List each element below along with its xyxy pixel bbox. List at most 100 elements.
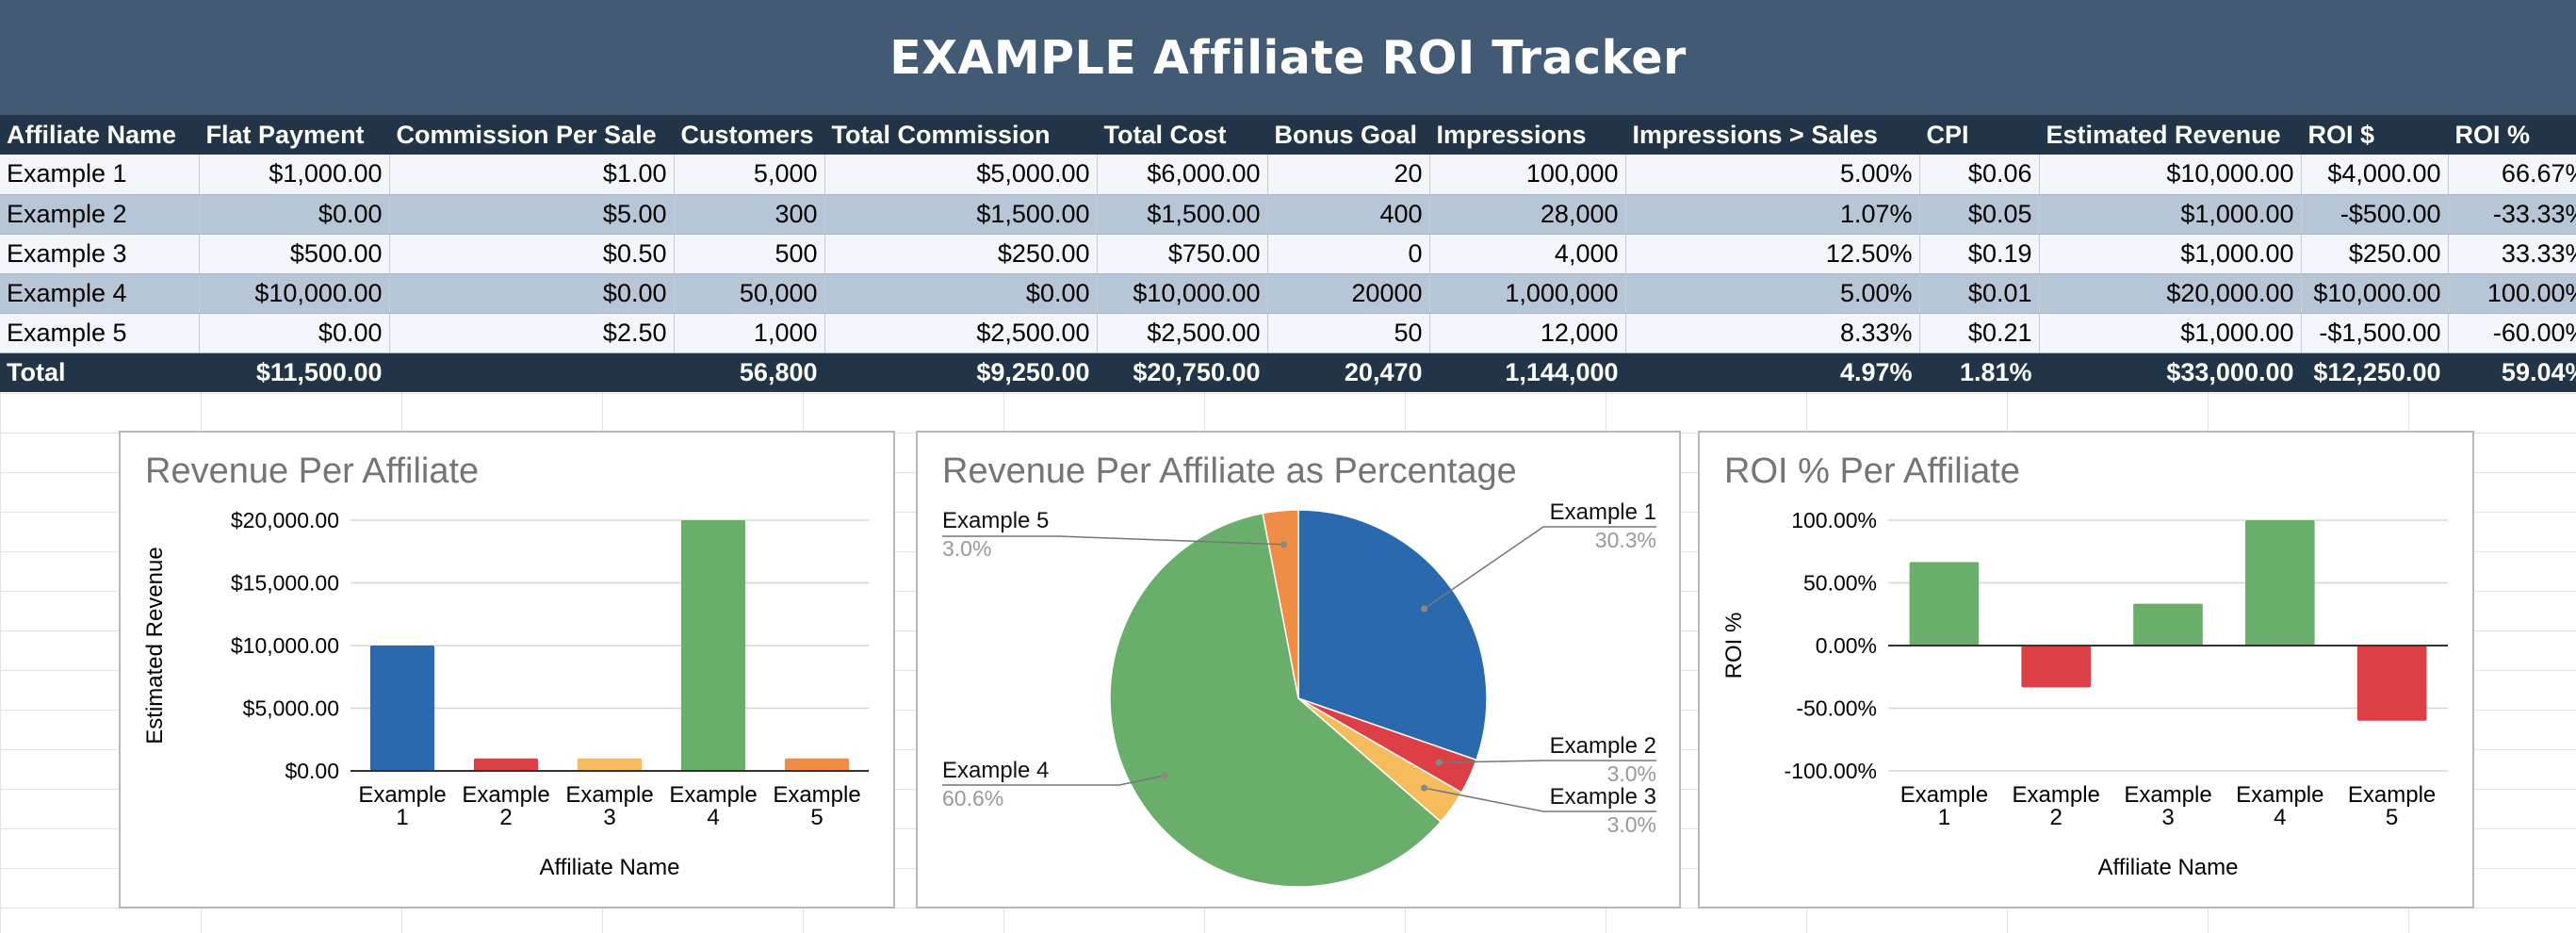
- cell-estimated-revenue[interactable]: $1,000.00: [2039, 194, 2302, 235]
- cell-commission-per-sale[interactable]: $0.50: [389, 234, 675, 274]
- cell-impressions[interactable]: 1,000,000: [1429, 273, 1626, 314]
- cell-estimated-revenue[interactable]: $1,000.00: [2039, 313, 2302, 353]
- total-cell-bonus-goal[interactable]: 20,470: [1267, 352, 1430, 392]
- col-header-flat-payment[interactable]: Flat Payment: [199, 115, 390, 155]
- cell-total-cost[interactable]: $2,500.00: [1097, 313, 1268, 353]
- cell-cpi[interactable]: $0.01: [1919, 273, 2040, 314]
- cell-impressions[interactable]: 100,000: [1429, 155, 1626, 195]
- total-cell-total-commission[interactable]: $9,250.00: [824, 352, 1098, 392]
- cell-roi-dollar[interactable]: -$1,500.00: [2301, 313, 2449, 353]
- cell-impressions[interactable]: 28,000: [1429, 194, 1626, 235]
- x-tick-label: Example 2: [462, 782, 549, 830]
- cell-roi-percent[interactable]: 66.67%: [2448, 155, 2576, 195]
- col-header-customers[interactable]: Customers: [674, 115, 825, 155]
- table-row: Example 4 $10,000.00 $0.00 50,000 $0.00 $10,0…: [0, 273, 2576, 314]
- cell-cpi[interactable]: $0.21: [1919, 313, 2040, 353]
- cell-flat-payment[interactable]: $500.00: [199, 234, 390, 274]
- col-header-affiliate-name[interactable]: Affiliate Name: [0, 115, 200, 155]
- y-tick-label: $5,000.00: [243, 696, 339, 721]
- cell-bonus-goal[interactable]: 20000: [1267, 273, 1430, 314]
- cell-total-commission[interactable]: $2,500.00: [824, 313, 1098, 353]
- col-header-roi-dollar[interactable]: ROI $: [2301, 115, 2449, 155]
- cell-total-commission[interactable]: $0.00: [824, 273, 1098, 314]
- cell-impressions[interactable]: 12,000: [1429, 313, 1626, 353]
- total-cell-customers[interactable]: 56,800: [674, 352, 825, 392]
- cell-impressions-sales[interactable]: 1.07%: [1625, 194, 1920, 235]
- cell-total-cost[interactable]: $750.00: [1097, 234, 1268, 274]
- cell-bonus-goal[interactable]: 20: [1267, 155, 1430, 195]
- total-cell-impressions[interactable]: 1,144,000: [1429, 352, 1626, 392]
- total-cell-roi-percent[interactable]: 59.04%: [2448, 352, 2576, 392]
- cell-total-commission[interactable]: $250.00: [824, 234, 1098, 274]
- col-header-estimated-revenue[interactable]: Estimated Revenue: [2039, 115, 2302, 155]
- cell-total-cost[interactable]: $1,500.00: [1097, 194, 1268, 235]
- cell-roi-dollar[interactable]: -$500.00: [2301, 194, 2449, 235]
- total-cell-total-cost[interactable]: $20,750.00: [1097, 352, 1268, 392]
- cell-total-cost[interactable]: $10,000.00: [1097, 273, 1268, 314]
- revenue-bar-chart[interactable]: Revenue Per Affiliate $0.00 $5,000.00 $10,…: [119, 431, 895, 908]
- cell-total-cost[interactable]: $6,000.00: [1097, 155, 1268, 195]
- cell-impressions-sales[interactable]: 12.50%: [1625, 234, 1920, 274]
- col-header-bonus-goal[interactable]: Bonus Goal: [1267, 115, 1430, 155]
- cell-cpi[interactable]: $0.06: [1919, 155, 2040, 195]
- cell-roi-percent[interactable]: 100.00%: [2448, 273, 2576, 314]
- col-header-cpi[interactable]: CPI: [1919, 115, 2040, 155]
- cell-customers[interactable]: 50,000: [674, 273, 825, 314]
- cell-commission-per-sale[interactable]: $2.50: [389, 313, 675, 353]
- col-header-impressions[interactable]: Impressions: [1429, 115, 1626, 155]
- col-header-commission-per-sale[interactable]: Commission Per Sale: [389, 115, 675, 155]
- total-cell-commission-per-sale[interactable]: [389, 352, 675, 392]
- cell-customers[interactable]: 1,000: [674, 313, 825, 353]
- total-cell-flat-payment[interactable]: $11,500.00: [199, 352, 390, 392]
- cell-flat-payment[interactable]: $10,000.00: [199, 273, 390, 314]
- cell-affiliate-name[interactable]: Example 5: [0, 313, 200, 353]
- cell-bonus-goal[interactable]: 50: [1267, 313, 1430, 353]
- cell-roi-dollar[interactable]: $4,000.00: [2301, 155, 2449, 195]
- total-cell-affiliate-name[interactable]: Total: [0, 352, 200, 392]
- cell-roi-dollar[interactable]: $250.00: [2301, 234, 2449, 274]
- cell-affiliate-name[interactable]: Example 4: [0, 273, 200, 314]
- total-cell-estimated-revenue[interactable]: $33,000.00: [2039, 352, 2302, 392]
- cell-cpi[interactable]: $0.05: [1919, 194, 2040, 235]
- cell-estimated-revenue[interactable]: $10,000.00: [2039, 155, 2302, 195]
- revenue-pie-chart[interactable]: Revenue Per Affiliate as Percentage Exam…: [916, 431, 1681, 908]
- page-title: EXAMPLE Affiliate ROI Tracker: [0, 0, 2576, 115]
- total-cell-roi-dollar[interactable]: $12,250.00: [2301, 352, 2449, 392]
- roi-bar-chart[interactable]: ROI % Per Affiliate -100.00% -50.00% 0.00%…: [1698, 431, 2474, 908]
- cell-impressions-sales[interactable]: 5.00%: [1625, 155, 1920, 195]
- total-cell-cpi[interactable]: 1.81%: [1919, 352, 2040, 392]
- cell-bonus-goal[interactable]: 400: [1267, 194, 1430, 235]
- cell-commission-per-sale[interactable]: $5.00: [389, 194, 675, 235]
- y-tick-label: -50.00%: [1796, 696, 1877, 721]
- cell-affiliate-name[interactable]: Example 1: [0, 155, 200, 195]
- cell-customers[interactable]: 300: [674, 194, 825, 235]
- col-header-total-cost[interactable]: Total Cost: [1097, 115, 1268, 155]
- cell-customers[interactable]: 500: [674, 234, 825, 274]
- cell-impressions[interactable]: 4,000: [1429, 234, 1626, 274]
- cell-impressions-sales[interactable]: 8.33%: [1625, 313, 1920, 353]
- x-axis-title: Affiliate Name: [540, 855, 680, 880]
- total-cell-impressions-sales[interactable]: 4.97%: [1625, 352, 1920, 392]
- cell-roi-percent[interactable]: -33.33%: [2448, 194, 2576, 235]
- cell-commission-per-sale[interactable]: $1.00: [389, 155, 675, 195]
- cell-roi-percent[interactable]: 33.33%: [2448, 234, 2576, 274]
- cell-flat-payment[interactable]: $0.00: [199, 313, 390, 353]
- cell-roi-percent[interactable]: -60.00%: [2448, 313, 2576, 353]
- col-header-impressions-sales[interactable]: Impressions > Sales: [1625, 115, 1920, 155]
- col-header-roi-percent[interactable]: ROI %: [2448, 115, 2576, 155]
- cell-cpi[interactable]: $0.19: [1919, 234, 2040, 274]
- cell-total-commission[interactable]: $1,500.00: [824, 194, 1098, 235]
- cell-roi-dollar[interactable]: $10,000.00: [2301, 273, 2449, 314]
- cell-flat-payment[interactable]: $0.00: [199, 194, 390, 235]
- cell-flat-payment[interactable]: $1,000.00: [199, 155, 390, 195]
- cell-commission-per-sale[interactable]: $0.00: [389, 273, 675, 314]
- cell-impressions-sales[interactable]: 5.00%: [1625, 273, 1920, 314]
- cell-estimated-revenue[interactable]: $1,000.00: [2039, 234, 2302, 274]
- cell-bonus-goal[interactable]: 0: [1267, 234, 1430, 274]
- cell-affiliate-name[interactable]: Example 3: [0, 234, 200, 274]
- cell-estimated-revenue[interactable]: $20,000.00: [2039, 273, 2302, 314]
- col-header-total-commission[interactable]: Total Commission: [824, 115, 1098, 155]
- cell-total-commission[interactable]: $5,000.00: [824, 155, 1098, 195]
- cell-customers[interactable]: 5,000: [674, 155, 825, 195]
- cell-affiliate-name[interactable]: Example 2: [0, 194, 200, 235]
